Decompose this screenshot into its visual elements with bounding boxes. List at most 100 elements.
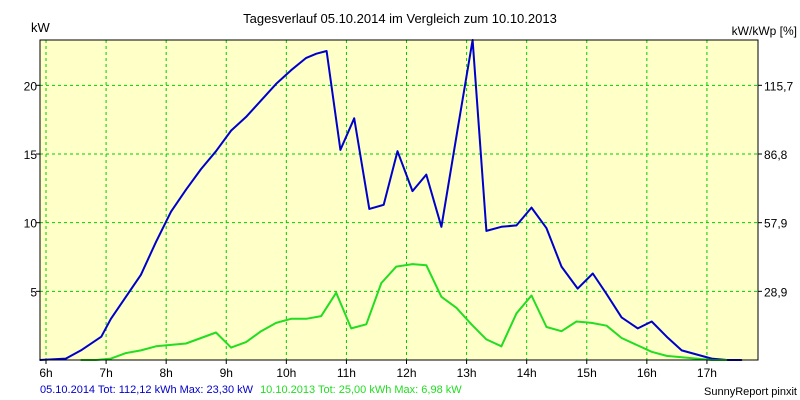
series-layer [39, 39, 743, 361]
series-1-point-32 [560, 330, 563, 333]
series-0-point-33 [530, 206, 533, 209]
series-0-point-37 [592, 272, 594, 275]
x-tick-label-10: 16h [637, 366, 657, 380]
chart-title: Tagesverlauf 05.10.2014 im Vergleich zum… [243, 11, 557, 26]
series-0-point-5 [125, 296, 127, 298]
series-0-point-40 [637, 327, 639, 330]
y-right-tick-label-0: 28,9 [764, 285, 788, 299]
series-0-point-32 [515, 224, 518, 227]
y-right-tick-label-2: 86,8 [764, 148, 788, 162]
series-0-point-10 [200, 168, 202, 170]
x-tick-label-11: 17h [697, 366, 717, 380]
footer-2014-summary: 05.10.2014 Tot: 112,12 kWh Max: 23,30 kW [40, 384, 254, 396]
series-0-point-22 [368, 208, 371, 210]
series-1-point-35 [605, 324, 608, 327]
series-1-point-27 [485, 338, 488, 341]
y-left-tick-label-3: 20 [24, 79, 38, 93]
series-1-point-39 [665, 355, 668, 357]
x-tick-label-7: 13h [457, 366, 477, 380]
y-axis-right-ticks: 28,9 57,9 86,8 115,7 [758, 79, 793, 299]
series-1-point-9 [215, 331, 217, 334]
series-0-point-19 [325, 50, 328, 52]
series-0-point-34 [545, 227, 548, 229]
series-0-point-35 [560, 265, 563, 268]
series-1-point-3 [125, 352, 127, 354]
plot-frame [39, 39, 759, 361]
series-0-point-4 [110, 318, 112, 320]
x-tick-label-3: 9h [220, 366, 233, 380]
grid-lines [40, 40, 758, 360]
y-right-tick-label-1: 57,9 [764, 217, 788, 231]
series-1-point-16 [320, 315, 323, 317]
series-1-point-12 [260, 330, 262, 333]
series-1-point-36 [620, 337, 623, 339]
series-1-point-18 [350, 327, 353, 330]
footer-summary: 05.10.2014 Tot: 112,12 kWh Max: 23,30 kW… [40, 384, 462, 396]
series-1-point-22 [411, 263, 414, 265]
x-tick-label-9: 15h [577, 366, 597, 380]
series-0-point-14 [260, 99, 262, 102]
series-0-point-2 [80, 349, 82, 352]
y-axis-left-ticks: 5 10 15 20 [24, 79, 40, 299]
series-0-point-11 [215, 150, 217, 152]
series-0-point-36 [576, 287, 579, 290]
series-0-point-30 [485, 230, 488, 232]
x-tick-label-0: 6h [39, 366, 52, 380]
series-1-point-31 [545, 326, 548, 328]
series-0-point-42 [665, 335, 668, 338]
series-0-point-38 [605, 293, 608, 295]
y-left-tick-label-0: 5 [30, 285, 37, 299]
series-0-point-16 [290, 69, 292, 71]
series-1-point-24 [440, 296, 443, 298]
series-line-0 [39, 39, 742, 361]
footer-2013-summary: 10.10.2013 Tot: 25,00 kWh Max: 6,98 kW [260, 384, 462, 396]
series-0-point-9 [185, 188, 187, 191]
series-0-point-23 [382, 204, 385, 206]
series-0-point-25 [411, 190, 414, 192]
series-1-point-11 [245, 341, 247, 343]
series-1-point-38 [650, 351, 653, 353]
series-0-point-8 [170, 210, 172, 213]
series-0-point-3 [100, 335, 103, 338]
series-1-point-29 [515, 312, 518, 315]
series-1-point-14 [290, 318, 292, 320]
series-0-point-24 [396, 150, 399, 152]
x-tick-label-2: 8h [159, 366, 172, 380]
series-0-point-17 [305, 57, 308, 59]
x-tick-label-6: 12h [396, 366, 416, 380]
series-1-point-34 [590, 322, 593, 324]
x-axis-ticks: 6h 7h 8h 9h 10h 11h 12h 13h 14h 15h 16h 17h [39, 360, 717, 380]
series-0-point-28 [456, 128, 459, 131]
series-1-point-7 [185, 342, 187, 345]
series-1-point-23 [425, 264, 428, 267]
series-0-point-7 [155, 241, 157, 243]
series-1-point-37 [635, 344, 638, 346]
x-tick-label-4: 10h [276, 366, 296, 380]
series-1-point-6 [170, 344, 172, 346]
y-left-tick-label-2: 15 [24, 148, 38, 162]
series-0-point-18 [315, 52, 318, 55]
series-0-point-1 [65, 357, 67, 360]
footer-credit: SunnyReport pinxit [704, 386, 797, 398]
series-0-point-27 [440, 226, 443, 228]
series-1-point-25 [455, 307, 458, 309]
series-1-point-4 [140, 349, 142, 352]
series-0-point-26 [425, 173, 428, 176]
series-1-point-20 [380, 282, 383, 284]
plot-area [40, 40, 758, 360]
series-1-point-19 [365, 323, 368, 326]
series-0-point-31 [500, 226, 503, 228]
y-right-tick-label-3: 115,7 [764, 79, 793, 93]
series-0-point-39 [620, 316, 623, 319]
series-line-1 [80, 263, 727, 361]
series-1-point-30 [530, 294, 533, 297]
series-1-point-33 [575, 320, 578, 323]
x-tick-label-5: 11h [337, 366, 356, 380]
x-tick-label-8: 14h [517, 366, 537, 380]
series-0-point-41 [650, 320, 653, 323]
series-0-point-20 [339, 149, 342, 151]
y-axis-right-label: kW/kWp [%] [732, 24, 797, 38]
series-0-point-12 [230, 129, 232, 132]
